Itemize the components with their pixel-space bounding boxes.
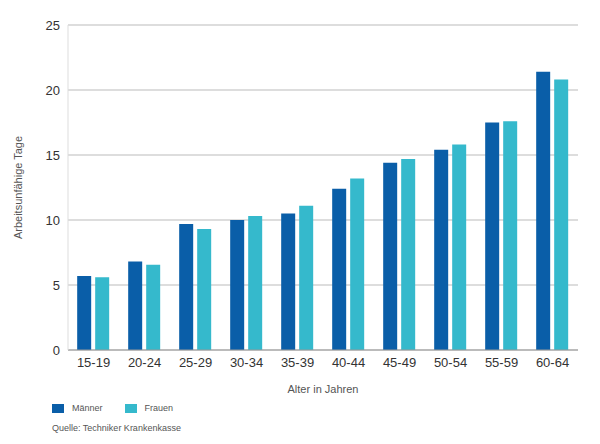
svg-text:25: 25 — [46, 18, 60, 33]
svg-text:45-49: 45-49 — [383, 355, 416, 370]
svg-text:Alter in Jahren: Alter in Jahren — [288, 383, 359, 395]
html-text:Quelle: Techniker Krankenkasse: Quelle: Techniker Krankenkasse — [52, 423, 181, 433]
svg-text:50-54: 50-54 — [434, 355, 467, 370]
svg-text:55-59: 55-59 — [485, 355, 518, 370]
html-text:Frauen: Frauen — [144, 403, 173, 413]
svg-text:15: 15 — [46, 148, 60, 163]
svg-text:10: 10 — [46, 213, 60, 228]
svg-text:35-39: 35-39 — [281, 355, 314, 370]
svg-text:20-24: 20-24 — [128, 355, 161, 370]
html-text:Männer: Männer — [72, 403, 103, 413]
svg-text:40-44: 40-44 — [332, 355, 365, 370]
svg-text:5: 5 — [53, 278, 60, 293]
svg-text:25-29: 25-29 — [179, 355, 212, 370]
svg-text:15-19: 15-19 — [77, 355, 110, 370]
svg-text:0: 0 — [53, 343, 60, 358]
svg-text:20: 20 — [46, 83, 60, 98]
svg-text:30-34: 30-34 — [230, 355, 263, 370]
svg-text:Arbeitsunfähige Tage: Arbeitsunfähige Tage — [12, 136, 24, 239]
svg-text:60-64: 60-64 — [536, 355, 569, 370]
